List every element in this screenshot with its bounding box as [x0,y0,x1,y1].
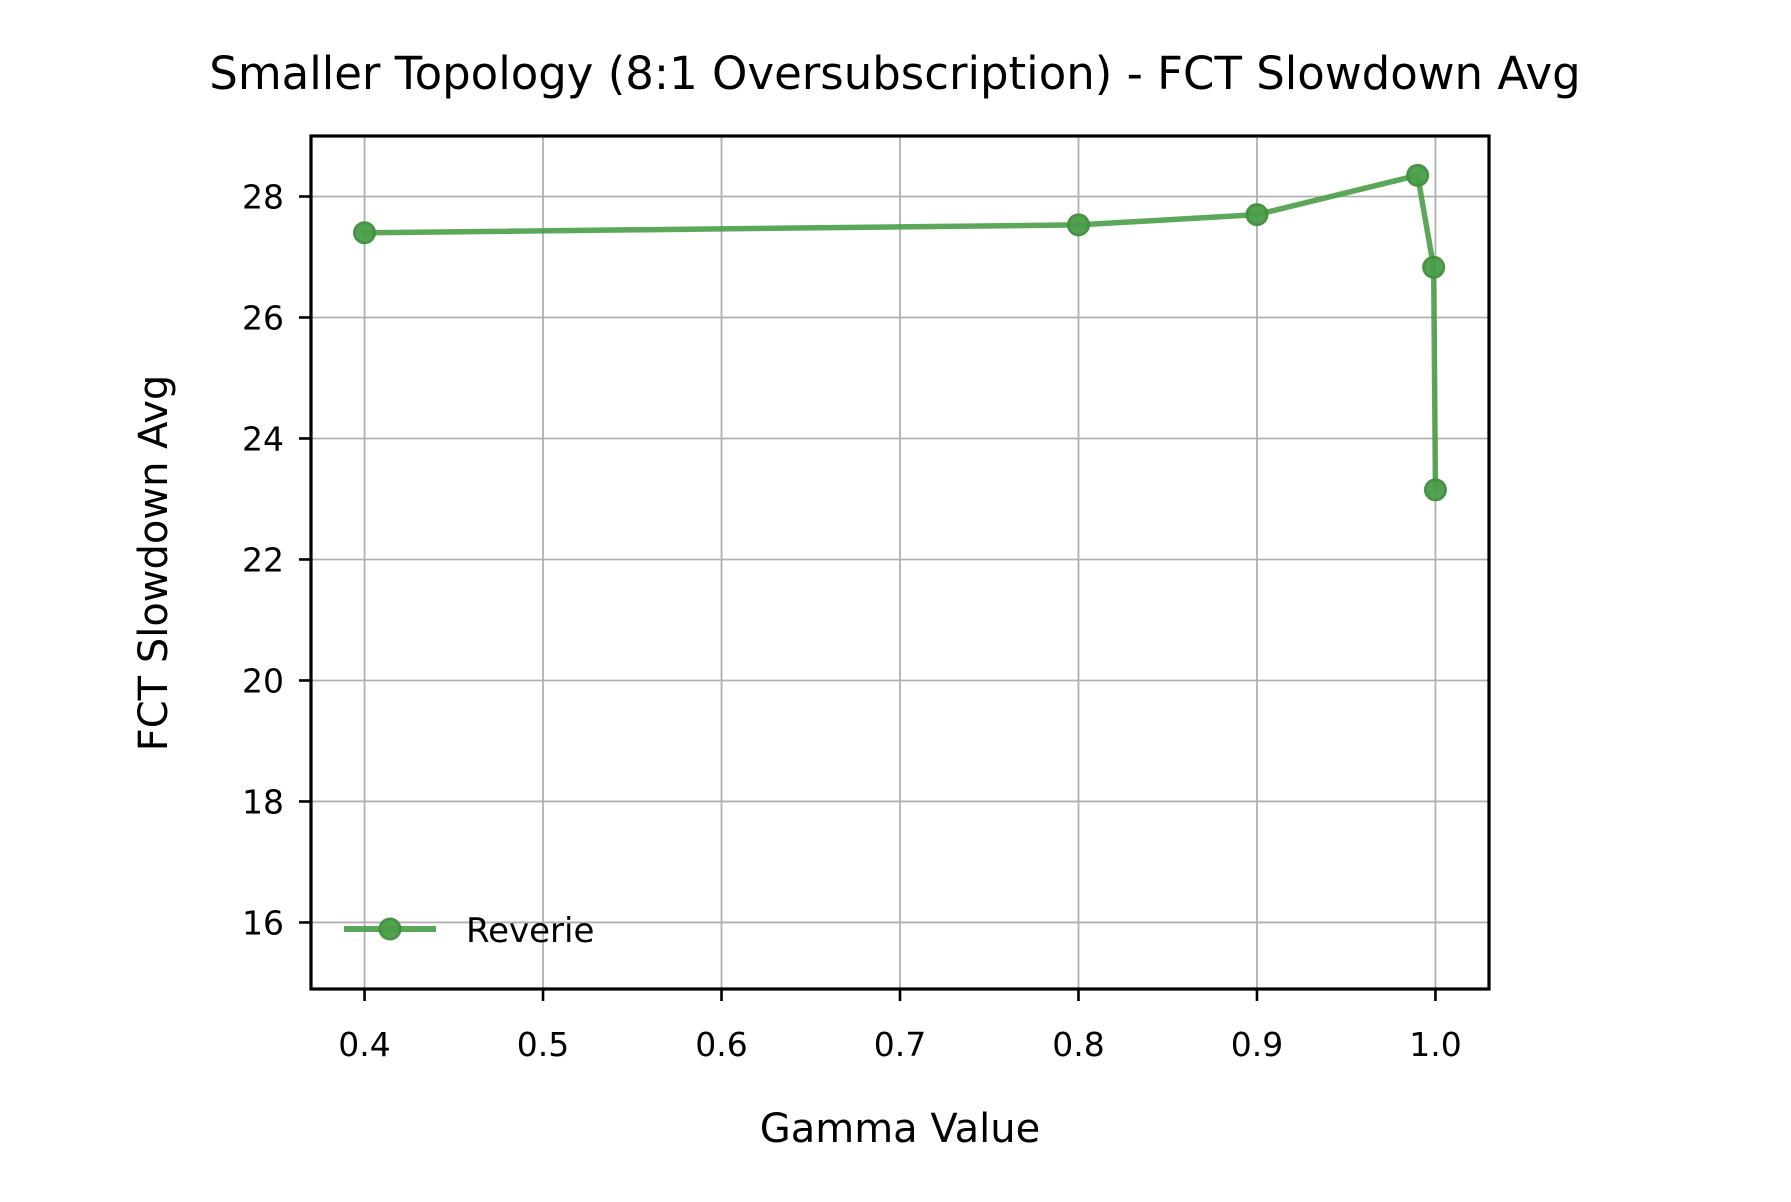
x-tick-label: 0.4 [338,1025,390,1064]
series-layer [353,163,1447,502]
chart-title: Smaller Topology (8:1 Oversubscription) … [209,47,1580,100]
data-point [1245,203,1269,227]
legend-marker-swatch [378,917,402,941]
data-point [1066,213,1090,237]
x-tick-label: 0.5 [517,1025,569,1064]
x-axis-label: Gamma Value [760,1106,1041,1152]
x-tick-label: 0.8 [1052,1025,1104,1064]
data-point [353,221,377,245]
y-tick-label: 18 [242,782,284,821]
y-axis-label: FCT Slowdown Avg [131,375,177,752]
data-point [1423,478,1447,502]
y-tick-label: 24 [242,419,284,458]
y-tick-label: 20 [242,661,284,700]
y-tick-label: 22 [242,540,284,579]
y-tick-label: 28 [242,177,284,216]
x-tick-label: 0.9 [1231,1025,1283,1064]
data-point [1422,255,1446,279]
y-tick-label: 16 [242,903,284,942]
grid-layer [311,136,1489,989]
x-tick-label: 1.0 [1409,1025,1461,1064]
legend: Reverie [344,911,594,951]
series-line-reverie [361,172,1439,493]
y-tick-label: 26 [242,298,284,337]
legend-label-reverie: Reverie [466,911,594,951]
data-point [1406,163,1430,187]
x-tick-label: 0.7 [874,1025,926,1064]
ticks-layer: 0.4 0.5 0.6 0.7 0.8 0.9 1.0 16 18 20 22 24 26 28 [242,177,1462,1064]
x-tick-label: 0.6 [695,1025,747,1064]
